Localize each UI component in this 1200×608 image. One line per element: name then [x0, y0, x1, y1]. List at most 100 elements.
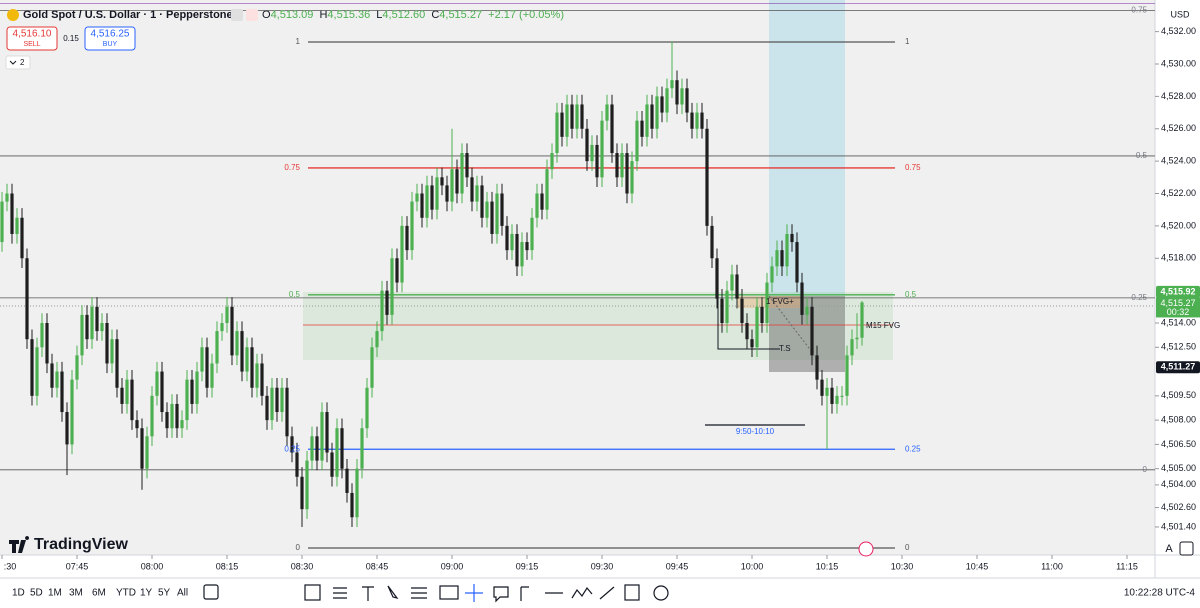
ohlc-value: 4,513.09: [271, 9, 314, 21]
tool[interactable]: [439, 585, 459, 600]
y-tick-label: 4,526.00: [1161, 123, 1196, 133]
tool[interactable]: [599, 586, 615, 600]
range-button[interactable]: 5Y: [158, 588, 171, 599]
x-tick-label: 11:00: [1041, 561, 1063, 571]
fib-label: 0.25: [905, 444, 921, 453]
countdown: 00:32: [1167, 307, 1190, 317]
y-tick-label: 4,528.00: [1161, 91, 1196, 101]
candle-body: [560, 112, 564, 137]
candle-body: [750, 339, 754, 348]
range-button[interactable]: 1Y: [140, 588, 153, 599]
candle-body: [810, 306, 814, 356]
header: Gold Spot / U.S. Dollar · 1 · Pepperston…: [0, 3, 1190, 70]
icon[interactable]: [246, 9, 258, 21]
y-tick-label: 4,530.00: [1161, 58, 1196, 68]
buy-label[interactable]: BUY: [103, 41, 118, 48]
candle-body: [30, 339, 34, 396]
candle-body: [830, 387, 834, 404]
tool[interactable]: [624, 584, 640, 601]
range-button[interactable]: 1D: [12, 588, 25, 599]
candle-body: [300, 476, 304, 510]
replay-icon[interactable]: [858, 541, 874, 557]
candle-body: [860, 302, 864, 338]
range-button[interactable]: All: [177, 588, 188, 599]
logo-text: TradingView: [34, 536, 129, 553]
candle-body: [145, 436, 149, 469]
sell-price[interactable]: 4,516.10: [13, 29, 52, 40]
tool[interactable]: [465, 584, 483, 602]
candle-body: [660, 96, 664, 113]
candle-body: [625, 153, 629, 194]
candle-body: [20, 217, 24, 259]
range-button[interactable]: 3M: [69, 588, 83, 599]
y-tick-label: 4,514.00: [1161, 317, 1196, 327]
candle-body: [640, 120, 644, 137]
candle-body: [815, 355, 819, 380]
candle-body: [55, 371, 59, 388]
range-button[interactable]: YTD: [116, 588, 136, 599]
candle-body: [75, 355, 79, 380]
candle-body: [130, 379, 134, 421]
candle-body: [135, 420, 139, 429]
candle-body: [395, 258, 399, 283]
x-tick-label: 08:15: [216, 561, 239, 571]
x-tick-label: 09:30: [591, 561, 614, 571]
candle-body: [435, 177, 439, 210]
tool[interactable]: [411, 587, 427, 599]
candle-body: [355, 468, 359, 518]
candle-body: [595, 144, 599, 178]
range-button[interactable]: 1M: [48, 588, 62, 599]
candle-body: [285, 387, 289, 437]
candle-body: [460, 153, 464, 194]
tool[interactable]: [304, 584, 321, 601]
candle-body: [735, 274, 739, 299]
candle-body: [780, 250, 784, 267]
buy-button[interactable]: [84, 26, 136, 51]
tool[interactable]: [493, 586, 509, 603]
candle-body: [565, 104, 569, 137]
price-tag-label: 4,511.27: [1161, 362, 1196, 372]
candle-body: [740, 298, 744, 323]
tool[interactable]: [387, 585, 399, 599]
tool[interactable]: [362, 586, 374, 601]
candle-body: [445, 185, 449, 202]
candle-body: [805, 306, 809, 315]
range-button[interactable]: 6M: [92, 588, 106, 599]
candle-body: [385, 290, 389, 315]
settings-icon[interactable]: [1179, 541, 1194, 556]
icon[interactable]: [231, 9, 243, 21]
y-tick-label: 4,512.50: [1161, 342, 1196, 352]
indicator-count[interactable]: 2: [20, 58, 25, 67]
header-rule: [0, 3, 1155, 4]
tool[interactable]: [571, 586, 593, 599]
candle-body: [775, 250, 779, 267]
candle-body: [710, 225, 714, 259]
sell-label[interactable]: SELL: [23, 41, 40, 48]
currency[interactable]: USD: [1170, 9, 1190, 19]
candle-body: [140, 428, 144, 469]
candle-body: [490, 201, 494, 234]
range-button[interactable]: 5D: [30, 588, 43, 599]
candle-body: [550, 153, 554, 170]
scale-mode[interactable]: A: [1165, 543, 1173, 555]
tool[interactable]: [520, 586, 529, 601]
symbol: Gold Spot / U.S. Dollar · 1 · Pepperston…: [23, 9, 233, 21]
candle-body: [680, 88, 684, 105]
tool[interactable]: [333, 587, 347, 599]
tool[interactable]: [203, 584, 219, 600]
x-tick-label: 09:15: [516, 561, 539, 571]
buy-price[interactable]: 4,516.25: [91, 29, 130, 40]
tool[interactable]: [653, 585, 669, 601]
candle-body: [280, 387, 284, 413]
candle-body: [330, 452, 334, 477]
candle-body: [230, 306, 234, 356]
fib-label: 0.25: [284, 444, 300, 453]
wide-level-label: 0: [1143, 465, 1148, 474]
candle-body: [795, 242, 799, 283]
sell-button[interactable]: [6, 26, 58, 51]
wide-level-label: 0.5: [1136, 151, 1148, 160]
indicator-toggle[interactable]: [5, 55, 31, 70]
candle-body: [420, 193, 424, 218]
candle-body: [375, 331, 379, 348]
wide-level-label: 0.25: [1131, 293, 1147, 302]
